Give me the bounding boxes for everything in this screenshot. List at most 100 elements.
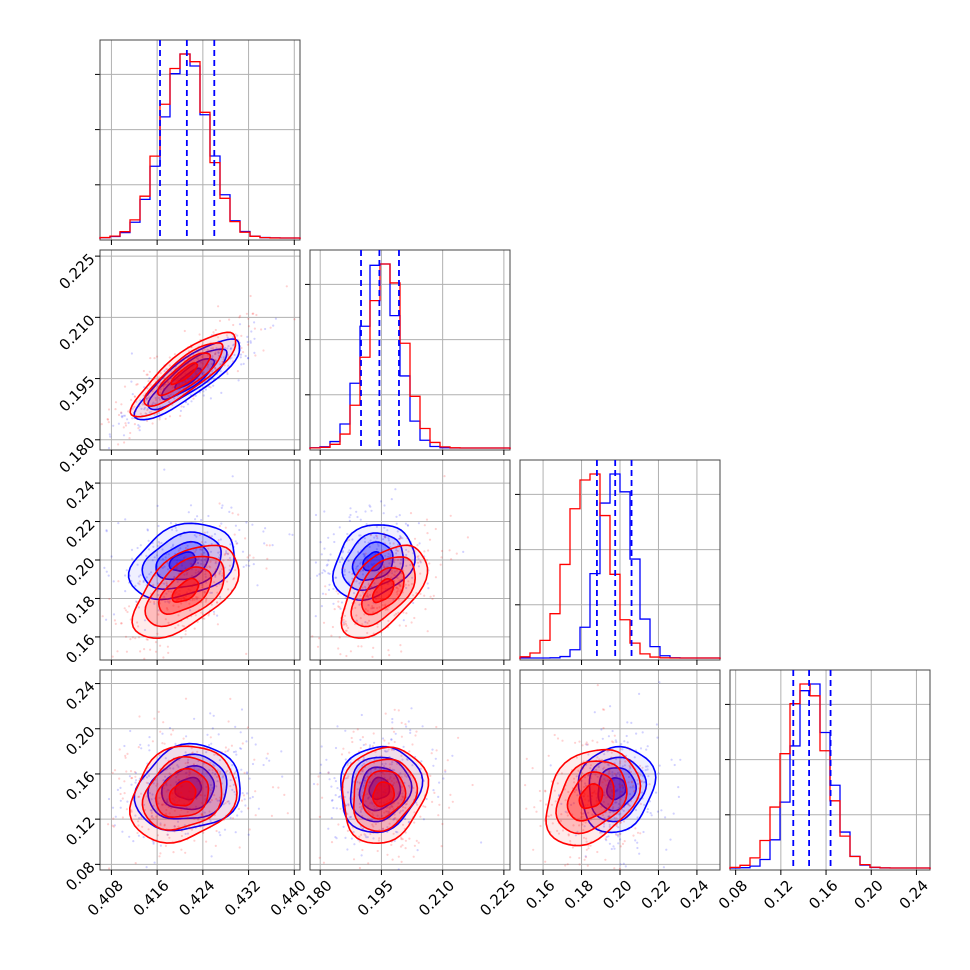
sample-point: [405, 775, 408, 778]
sample-point: [119, 792, 122, 796]
sample-point: [638, 852, 641, 855]
sample-point: [404, 831, 407, 834]
sample-point: [440, 556, 443, 559]
sample-point: [390, 805, 393, 808]
sample-point: [400, 754, 403, 758]
sample-point: [143, 628, 147, 632]
sample-point: [180, 834, 183, 838]
sample-point: [391, 858, 394, 861]
sample-point: [151, 793, 154, 796]
sample-point: [166, 380, 169, 384]
y-tick-label: 0.22: [62, 515, 98, 551]
sample-point: [228, 802, 231, 805]
sample-point: [399, 535, 402, 539]
sample-point: [596, 775, 599, 778]
sample-point: [401, 844, 404, 847]
sample-point: [230, 506, 233, 509]
sample-point: [350, 796, 353, 799]
sample-point: [347, 551, 350, 554]
sample-point: [366, 621, 369, 625]
sample-point: [179, 414, 182, 417]
sample-point: [596, 756, 599, 759]
sample-point: [207, 349, 210, 352]
sample-point: [320, 605, 323, 608]
sample-point: [111, 806, 115, 809]
sample-point: [174, 626, 177, 629]
sample-point: [585, 874, 587, 876]
sample-point: [428, 538, 432, 541]
sample-point: [219, 538, 222, 541]
sample-point: [150, 809, 153, 812]
sample-point: [181, 569, 184, 572]
sample-point: [394, 488, 397, 491]
sample-point: [624, 865, 627, 868]
sample-point: [209, 386, 212, 389]
sample-point: [363, 554, 366, 557]
sample-point: [167, 817, 170, 820]
sample-point: [246, 343, 250, 346]
sample-point: [241, 550, 245, 553]
sample-point: [632, 834, 635, 837]
sample-point: [405, 612, 408, 615]
y-tick-label: 0.16: [62, 768, 98, 804]
sample-point: [164, 383, 167, 386]
sample-point: [191, 597, 194, 601]
sample-point: [238, 323, 242, 326]
sample-point: [209, 783, 212, 787]
sample-point: [359, 809, 362, 812]
sample-point: [135, 417, 138, 420]
sample-point: [395, 569, 398, 572]
sample-point: [602, 767, 605, 770]
sample-point: [211, 355, 214, 358]
sample-point: [395, 780, 399, 784]
sample-point: [120, 412, 123, 415]
sample-point: [449, 514, 452, 517]
red-contour-line: [545, 748, 642, 847]
sample-point: [619, 845, 622, 848]
sample-point: [579, 789, 583, 793]
sample-point: [348, 516, 351, 519]
sample-point: [393, 769, 396, 772]
x-tick-label: 0.416: [130, 876, 173, 919]
sample-point: [136, 831, 139, 835]
sample-point: [619, 821, 622, 824]
sample-point: [608, 781, 612, 784]
sample-point: [226, 749, 229, 753]
sample-point: [390, 738, 393, 741]
sample-point: [620, 743, 623, 746]
sample-point: [163, 800, 166, 803]
sample-point: [646, 808, 650, 811]
sample-point: [137, 582, 140, 585]
sample-point: [384, 536, 387, 539]
sample-point: [157, 710, 160, 714]
sample-point: [254, 814, 257, 817]
sample-point: [216, 601, 219, 604]
sample-point: [393, 559, 396, 562]
sample-point: [338, 636, 341, 639]
sample-point: [232, 336, 235, 339]
sample-point: [582, 767, 585, 770]
sample-point: [198, 782, 201, 785]
sample-point: [173, 809, 176, 812]
sample-point: [386, 778, 389, 782]
sample-point: [121, 797, 124, 800]
sample-point: [376, 849, 379, 853]
sample-point: [348, 519, 351, 522]
sample-point: [337, 795, 340, 799]
sample-point: [386, 767, 389, 770]
sample-point: [610, 789, 613, 793]
sample-point: [212, 610, 216, 614]
sample-point: [152, 545, 155, 548]
sample-point: [240, 334, 243, 337]
sample-point: [381, 772, 384, 775]
sample-point: [251, 762, 255, 766]
sample-point: [405, 564, 408, 568]
sample-point: [194, 518, 197, 521]
sample-point: [240, 768, 243, 771]
sample-point: [388, 571, 391, 574]
y-tick-label: 0.24: [62, 477, 98, 513]
sample-point: [148, 736, 151, 739]
sample-point: [355, 567, 358, 570]
sample-point: [231, 817, 235, 820]
